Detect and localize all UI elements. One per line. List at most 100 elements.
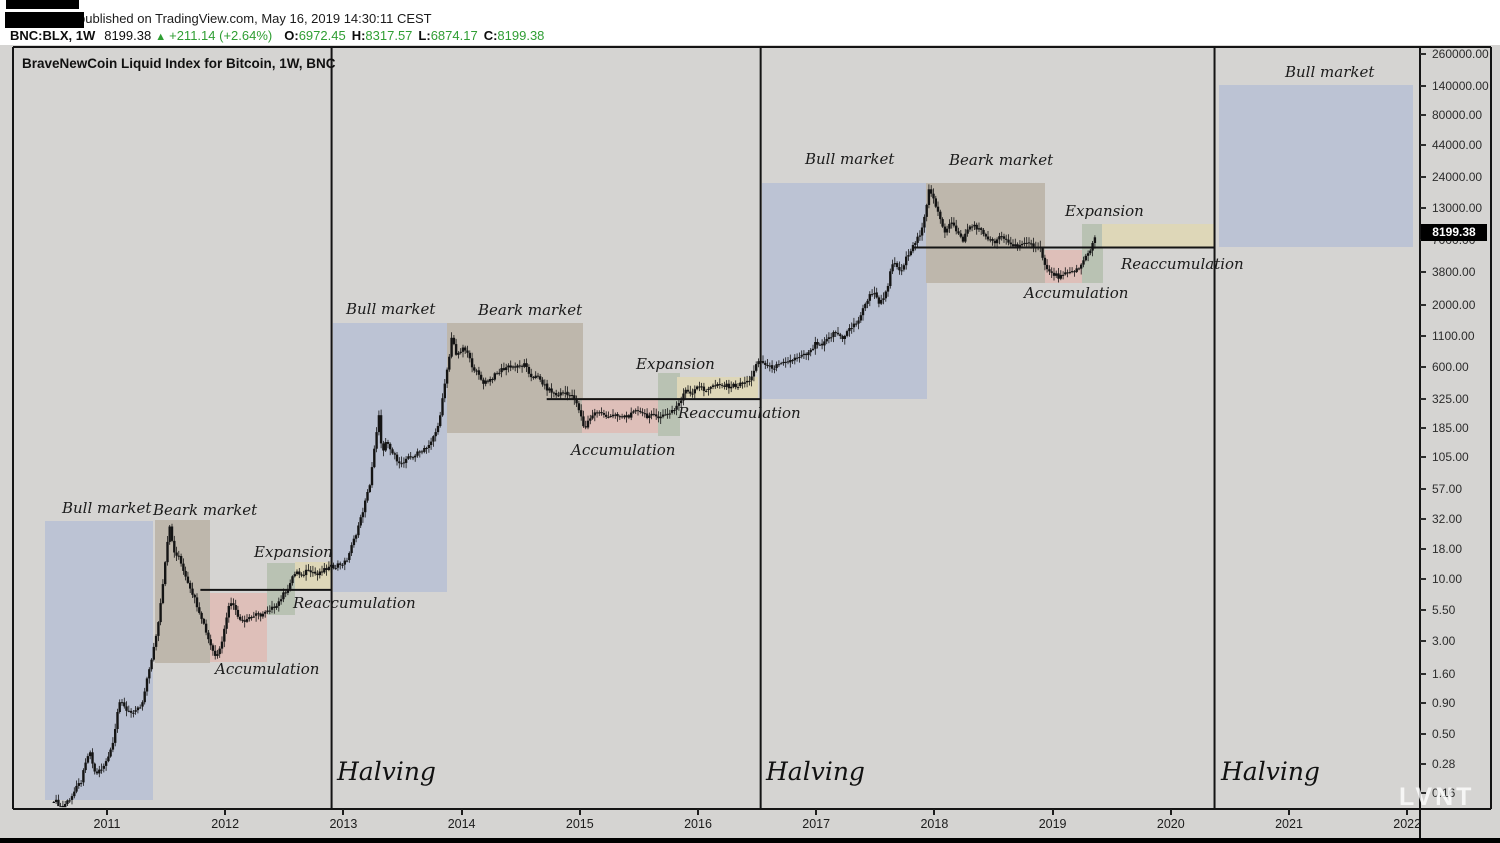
price-tick-mark [1420, 207, 1426, 210]
phase-label-bull: Bull market [1285, 63, 1375, 81]
year-tick-label: 2012 [211, 817, 240, 831]
halving-label: Halving [1221, 757, 1320, 786]
phase-label-bull: Bull market [346, 300, 436, 318]
zone-bull [45, 521, 153, 800]
price-tick-label: 57.00 [1432, 482, 1463, 497]
price-tick-mark [1420, 791, 1426, 794]
price-tick-label: 0.28 [1432, 756, 1456, 771]
year-tick-label: 2016 [684, 817, 712, 831]
price-tick-mark [1420, 271, 1426, 273]
price-tick-label: 18.00 [1432, 541, 1463, 556]
phase-label-bear: Beark market [949, 151, 1054, 169]
phase-label-accumulation: Accumulation [1024, 284, 1129, 302]
phase-label-reaccumulation: Reaccumulation [293, 594, 416, 612]
price-tick-mark [1420, 52, 1426, 55]
price-tick-label: 0.50 [1432, 726, 1456, 741]
last-price-badge: 8199.38 [1421, 223, 1487, 241]
year-tick-label: 2013 [329, 817, 358, 831]
price-tick-label: 13000.00 [1432, 201, 1483, 216]
year-tick-mark [342, 809, 345, 815]
year-tick-label: 2020 [1156, 817, 1185, 831]
price-tick-label: 0.16 [1432, 785, 1456, 800]
price-tick-mark [1420, 640, 1426, 643]
price-tick-mark [1420, 762, 1426, 765]
year-tick-label: 2011 [93, 817, 121, 831]
phase-label-expansion: Expansion [254, 543, 333, 561]
year-tick-mark [697, 809, 699, 815]
zone-expansion [658, 373, 680, 436]
price-tick-label: 5.50 [1432, 602, 1456, 617]
phase-label-reaccumulation: Reaccumulation [1121, 255, 1244, 273]
last-price-value: 8199.38 [104, 28, 152, 43]
price-tick-label: 44000.00 [1432, 138, 1483, 153]
price-tick-mark [1420, 427, 1426, 430]
price-tick-label: 600.00 [1432, 360, 1469, 375]
header-bar: published on TradingView.com, May 16, 20… [0, 0, 1500, 45]
price-tick-label: 24000.00 [1432, 169, 1483, 184]
year-tick-mark [1406, 809, 1409, 815]
year-tick-mark [1051, 809, 1054, 815]
year-tick-mark [106, 809, 108, 815]
phase-label-bear: Beark market [153, 501, 258, 519]
price-tick-label: 10.00 [1432, 572, 1463, 586]
year-tick-label: 2015 [565, 817, 594, 831]
price-tick-label: 260000.00 [1432, 46, 1489, 61]
price-tick-mark [1420, 732, 1426, 735]
year-tick-mark [578, 809, 581, 815]
close-label: C: [483, 28, 498, 43]
year-tick-mark [933, 809, 936, 815]
year-tick-label: 2017 [802, 817, 831, 831]
phase-label-expansion: Expansion [1065, 202, 1144, 220]
year-tick-label: 2022 [1393, 817, 1422, 831]
phase-label-bull: Bull market [805, 150, 895, 168]
zone-bull [762, 183, 927, 399]
high-value: 8317.57 [365, 28, 413, 43]
zone-bull [1219, 85, 1413, 247]
symbol-name[interactable]: BNC:BLX, 1W [10, 28, 96, 43]
year-tick-label: 2019 [1038, 817, 1067, 831]
price-tick-label: 0.90 [1432, 696, 1456, 711]
bottom-black-bar [0, 838, 1500, 843]
phase-label-bull: Bull market [62, 499, 152, 517]
price-tick-label: 325.00 [1432, 392, 1469, 407]
halving-label: Halving [337, 757, 436, 786]
price-tick-mark [1420, 517, 1426, 520]
year-tick-mark [1169, 809, 1172, 815]
price-tick-label: 1100.00 [1432, 329, 1475, 344]
zone-bear [155, 520, 210, 663]
zone-bear [447, 323, 583, 433]
close-value: 8199.38 [497, 28, 545, 43]
price-tick-mark [1420, 672, 1426, 675]
price-tick-mark [1420, 175, 1426, 178]
price-tick-mark [1420, 304, 1426, 307]
low-label: L: [418, 28, 431, 43]
open-label: O: [284, 28, 299, 43]
low-value: 6874.17 [430, 28, 478, 43]
year-tick-label: 2018 [920, 817, 949, 831]
price-tick-label: 2000.00 [1432, 298, 1476, 313]
change-up-arrow-icon: ▲ [155, 31, 167, 43]
price-tick-mark [1420, 144, 1426, 147]
price-tick-mark [1420, 608, 1426, 611]
phase-label-expansion: Expansion [636, 355, 715, 373]
price-tick-label: 140000.00 [1432, 78, 1489, 93]
price-tick-label: 32.00 [1432, 511, 1463, 526]
published-caption: published on TradingView.com, May 16, 20… [78, 11, 432, 26]
price-tick-mark [1420, 398, 1426, 401]
halving-label: Halving [766, 757, 865, 786]
symbol-info-bar: BNC:BLX, 1W 8199.38 ▲ +211.14 (+2.64%) O:697… [10, 28, 544, 43]
price-tick-label: 105.00 [1432, 450, 1469, 465]
year-tick-mark [460, 809, 463, 815]
watermark: LVNT [1399, 783, 1475, 811]
price-tick-mark [1420, 578, 1426, 580]
price-tick-mark [1420, 547, 1426, 550]
price-tick-label: 3.00 [1432, 634, 1456, 649]
year-tick-label: 2014 [447, 817, 476, 831]
high-label: H: [351, 28, 366, 43]
price-tick-label: 185.00 [1432, 421, 1469, 436]
chart-title: BraveNewCoin Liquid Index for Bitcoin, 1… [22, 56, 336, 71]
